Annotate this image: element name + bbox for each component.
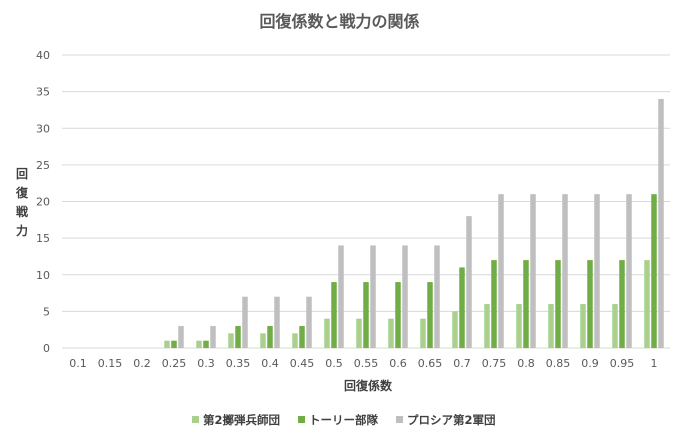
chart-title: 回復係数と戦力の関係 <box>259 12 419 31</box>
y-axis-title-text: 回復戦力 <box>15 167 29 238</box>
legend-swatch <box>298 416 306 423</box>
x-tick-label: 0.35 <box>226 357 251 370</box>
bar-0-0.85 <box>548 304 554 348</box>
x-tick-label: 0.2 <box>133 357 151 370</box>
bar-2-0.9 <box>594 194 600 348</box>
bar-0-0.6 <box>388 318 394 348</box>
y-tick-label: 15 <box>36 232 50 245</box>
x-tick-label: 0.45 <box>290 357 315 370</box>
x-tick-label: 0.95 <box>610 357 635 370</box>
bar-0-0.35 <box>228 333 234 348</box>
bar-0-0.8 <box>516 304 522 348</box>
legend-label: 第2擲弾兵師団 <box>203 413 280 427</box>
bar-2-1 <box>658 98 664 348</box>
bar-0-0.45 <box>292 333 298 348</box>
bar-2-0.3 <box>210 326 216 348</box>
x-tick-label: 0.65 <box>418 357 443 370</box>
bar-1-0.75 <box>491 260 497 348</box>
y-tick-label: 30 <box>36 122 50 135</box>
y-tick-label: 25 <box>36 159 50 172</box>
bar-2-0.35 <box>242 296 248 348</box>
x-tick-label: 0.5 <box>325 357 343 370</box>
bar-1-0.8 <box>523 260 529 348</box>
legend-label: プロシア第2軍団 <box>407 413 496 427</box>
legend-label: トーリー部隊 <box>309 413 378 427</box>
bar-2-0.65 <box>434 245 440 348</box>
x-tick-label: 0.4 <box>261 357 279 370</box>
x-axis-ticks: 0.1 0.15 0.2 0.25 0.3 0.35 0.4 0.45 0.5 0.55 0.6 0.… <box>69 357 657 370</box>
legend-swatch <box>396 416 404 423</box>
y-tick-label: 40 <box>36 49 50 62</box>
bar-2-0.75 <box>498 194 504 348</box>
bar-1-0.85 <box>555 260 561 348</box>
x-tick-label: 0.3 <box>197 357 215 370</box>
x-tick-label: 0.7 <box>453 357 471 370</box>
gridlines <box>62 54 670 349</box>
y-tick-label: 10 <box>36 269 50 282</box>
x-tick-label: 1 <box>651 357 658 370</box>
x-tick-label: 0.25 <box>162 357 187 370</box>
bar-0-0.95 <box>612 304 618 348</box>
legend: 第2擲弾兵師団 トーリー部隊 プロシア第2軍団 <box>192 413 496 427</box>
bar-1-0.45 <box>299 326 305 348</box>
x-tick-label: 0.9 <box>581 357 599 370</box>
bar-0-0.75 <box>484 304 490 348</box>
bar-2-0.85 <box>562 194 568 348</box>
bar-2-0.6 <box>402 245 408 348</box>
bar-0-0.55 <box>356 318 362 348</box>
bar-0-0.7 <box>452 311 458 348</box>
bar-0-1 <box>644 260 650 348</box>
legend-swatch <box>192 416 199 423</box>
bar-2-0.4 <box>274 296 280 348</box>
bar-0-0.3 <box>196 340 202 348</box>
x-tick-label: 0.75 <box>482 357 507 370</box>
bar-1-0.7 <box>459 267 465 348</box>
bar-1-0.6 <box>395 282 401 348</box>
bar-1-0.95 <box>619 260 625 348</box>
bar-1-0.65 <box>427 282 433 348</box>
x-tick-label: 0.1 <box>69 357 87 370</box>
bar-0-0.5 <box>324 318 330 348</box>
y-tick-label: 35 <box>36 86 50 99</box>
x-tick-label: 0.85 <box>546 357 571 370</box>
bar-2-0.7 <box>466 216 472 348</box>
bar-0-0.9 <box>580 304 586 348</box>
bar-2-0.45 <box>306 296 312 348</box>
bar-2-0.5 <box>338 245 344 348</box>
bar-1-1 <box>651 194 657 348</box>
bar-1-0.5 <box>331 282 337 348</box>
bar-0-0.4 <box>260 333 266 348</box>
bar-2-0.55 <box>370 245 376 348</box>
bar-1-0.4 <box>267 326 273 348</box>
y-axis-title: 回復戦力 <box>15 167 29 238</box>
y-tick-label: 5 <box>43 305 50 318</box>
bar-1-0.25 <box>171 340 177 348</box>
bar-2-0.95 <box>626 194 632 348</box>
x-tick-label: 0.6 <box>389 357 407 370</box>
bar-1-0.55 <box>363 282 369 348</box>
y-tick-label: 0 <box>43 342 50 355</box>
bar-0-0.25 <box>164 340 170 348</box>
y-tick-label: 20 <box>36 196 50 209</box>
x-axis-title: 回復係数 <box>344 378 393 393</box>
bar-1-0.9 <box>587 260 593 348</box>
x-tick-label: 0.15 <box>98 357 123 370</box>
bar-2-0.8 <box>530 194 536 348</box>
bars <box>164 98 664 348</box>
y-axis-ticks: 0 5 10 15 20 25 30 35 40 <box>36 49 50 355</box>
x-tick-label: 0.8 <box>517 357 535 370</box>
bar-1-0.35 <box>235 326 241 348</box>
x-tick-label: 0.55 <box>354 357 379 370</box>
bar-0-0.65 <box>420 318 426 348</box>
bar-1-0.3 <box>203 340 209 348</box>
bar-2-0.25 <box>178 326 184 348</box>
